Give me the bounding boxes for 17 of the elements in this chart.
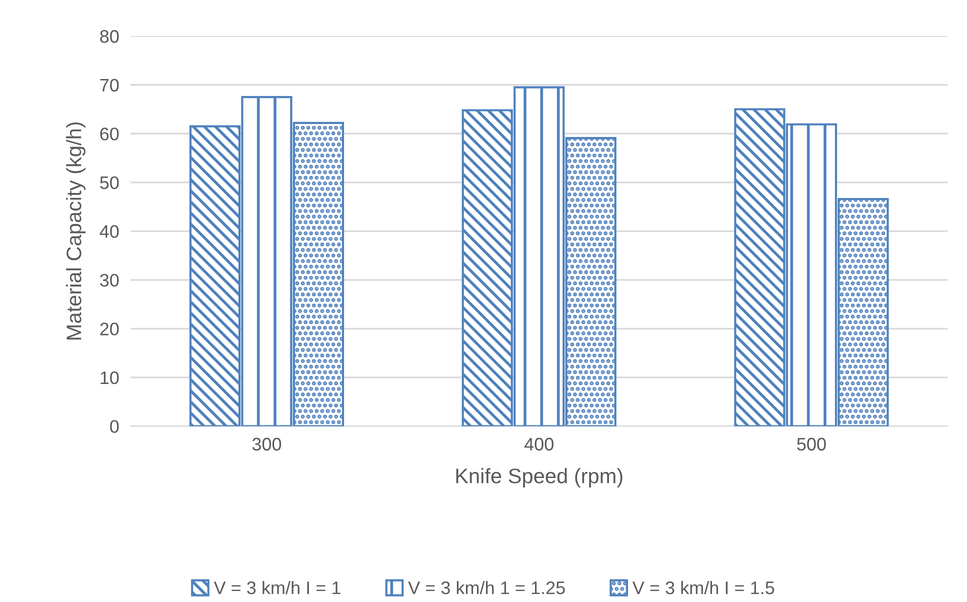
legend-label: V = 3 km/h 1 = 1.25 [408,580,565,594]
x-tick-label: 500 [797,438,826,451]
y-tick-label: 10 [100,371,119,384]
legend-label: V = 3 km/h I = 1.5 [632,580,774,594]
x-axis-title: Knife Speed (rpm) [456,468,622,488]
y-tick-label: 30 [100,274,119,287]
y-tick-label: 70 [100,78,119,92]
y-tick-label: 60 [100,128,119,140]
y-tick-label: 80 [100,30,119,43]
y-tick-label: 50 [100,176,119,190]
legend-label: V = 3 km/h I = 1 [214,580,340,594]
y-axis-title: Material Capacity (kg/h) [66,122,86,340]
y-tick-label: 0 [110,420,119,433]
y-tick-label: 40 [100,225,119,238]
x-tick-label: 300 [252,438,282,451]
x-tick-label: 400 [524,438,554,451]
y-tick-label: 20 [100,322,119,336]
